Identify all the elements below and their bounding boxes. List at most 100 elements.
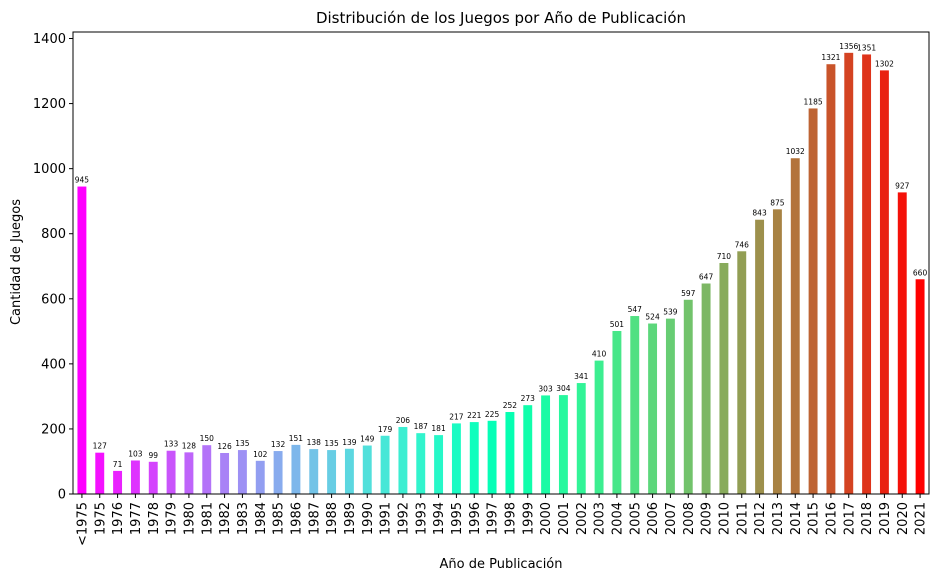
x-tick-label: 1982 — [218, 502, 233, 535]
bar-1995 — [451, 423, 461, 494]
bar-2016 — [826, 64, 836, 494]
bar-1987 — [309, 449, 319, 494]
x-tick-label: 1984 — [254, 502, 269, 535]
x-tick-label: 1998 — [503, 502, 518, 535]
bar-1981 — [202, 445, 212, 494]
x-tick-label: 1985 — [272, 502, 287, 535]
x-tick-label: 2017 — [842, 502, 857, 535]
x-tick-label: 2016 — [824, 502, 839, 535]
bar-value-label: 1302 — [875, 59, 894, 68]
bar-value-label: 875 — [770, 198, 785, 207]
bar-value-label: 410 — [592, 350, 607, 359]
x-axis-label: Año de Publicación — [440, 557, 563, 572]
x-tick-label: 2010 — [717, 502, 732, 535]
x-tick-label: 2020 — [896, 502, 911, 535]
bar-2008 — [683, 299, 693, 494]
bar-value-label: 1351 — [857, 43, 876, 52]
x-tick-label: 1981 — [200, 502, 215, 535]
bar-value-label: 135 — [235, 439, 250, 448]
bar-value-label: 128 — [182, 441, 197, 450]
bar-value-label: 206 — [396, 416, 411, 425]
x-tick-label: 1977 — [129, 502, 144, 535]
x-tick-label: 2021 — [914, 502, 929, 535]
x-axis-ticks: <1975 1975 1976 1977 1978 1979 1980 1981 1982 198… — [75, 494, 929, 546]
bar-value-label: 126 — [217, 442, 232, 451]
bar-2004 — [612, 330, 622, 494]
bar-2001 — [558, 395, 568, 494]
bar-1976 — [113, 470, 123, 494]
x-tick-label: 1996 — [468, 502, 483, 535]
bars-group — [77, 52, 925, 495]
bar-value-label: 133 — [164, 440, 179, 449]
x-tick-label: 1989 — [343, 502, 358, 535]
bar-value-label: 149 — [360, 435, 375, 444]
x-tick-label: 1987 — [307, 502, 322, 535]
bar-value-label: 221 — [467, 411, 482, 420]
bar-1975 — [95, 452, 105, 494]
bar-before-1975 — [77, 186, 87, 495]
bar-value-label: 843 — [752, 209, 767, 218]
bar-1982 — [220, 453, 230, 494]
bar-2015 — [808, 108, 818, 494]
bar-1993 — [416, 433, 426, 494]
x-tick-label: 2006 — [646, 502, 661, 535]
bar-value-label: 1321 — [821, 53, 840, 62]
x-tick-label: 1978 — [147, 502, 162, 535]
bar-2009 — [701, 283, 711, 494]
bar-value-label: 746 — [735, 240, 750, 249]
y-tick-label: 200 — [41, 422, 66, 437]
bar-1978 — [148, 461, 158, 494]
x-tick-label: 2002 — [575, 502, 590, 535]
plot-frame — [72, 31, 930, 495]
x-tick-label: 2005 — [628, 502, 643, 535]
bar-2011 — [737, 251, 747, 494]
bar-value-label: 151 — [289, 434, 304, 443]
x-tick-label: 1983 — [236, 502, 251, 535]
bar-value-label: 102 — [253, 450, 268, 459]
y-tick-label: 600 — [41, 292, 66, 307]
x-tick-label: 2000 — [539, 502, 554, 535]
bar-1986 — [291, 444, 301, 494]
y-axis-label: Cantidad de Juegos — [9, 199, 24, 325]
bar-value-label: 103 — [128, 449, 143, 458]
x-tick-label: 1994 — [432, 502, 447, 535]
bar-value-label: 179 — [378, 425, 393, 434]
bar-value-label: 138 — [307, 438, 322, 447]
y-tick-label: 1400 — [33, 32, 66, 47]
bar-value-label: 181 — [431, 424, 446, 433]
bar-2007 — [665, 318, 675, 494]
bar-1977 — [130, 460, 140, 494]
x-tick-label: 2001 — [557, 502, 572, 535]
y-tick-label: 800 — [41, 227, 66, 242]
bar-1996 — [469, 422, 479, 494]
y-axis-ticks: 0 200 400 600 800 1000 1200 1400 — [33, 32, 73, 503]
bar-1991 — [380, 435, 390, 494]
bar-value-label: 501 — [610, 320, 625, 329]
bar-2014 — [790, 158, 800, 494]
x-tick-label: 2012 — [753, 502, 768, 535]
x-tick-label: 2018 — [860, 502, 875, 535]
x-tick-label: 1991 — [379, 502, 394, 535]
bar-value-label: 132 — [271, 440, 286, 449]
x-tick-label: <1975 — [75, 502, 90, 546]
x-tick-label: 1980 — [182, 502, 197, 535]
bar-value-label: 273 — [521, 394, 536, 403]
bar-2002 — [576, 383, 586, 494]
x-tick-label: 2003 — [593, 502, 608, 535]
bar-1999 — [523, 405, 533, 494]
bar-value-label: 524 — [645, 313, 660, 322]
bar-value-label: 539 — [663, 308, 678, 317]
bar-1990 — [362, 445, 372, 494]
bar-value-label: 127 — [93, 442, 108, 451]
bar-1997 — [487, 420, 497, 494]
chart-title: Distribución de los Juegos por Año de Pu… — [316, 9, 686, 27]
bar-value-label: 252 — [503, 401, 518, 410]
bar-value-label: 303 — [538, 384, 553, 393]
x-tick-label: 1999 — [521, 502, 536, 535]
bar-value-label: 71 — [113, 460, 123, 469]
x-tick-label: 1992 — [396, 502, 411, 535]
bar-value-label: 710 — [717, 252, 732, 261]
bar-value-label: 1032 — [786, 147, 805, 156]
